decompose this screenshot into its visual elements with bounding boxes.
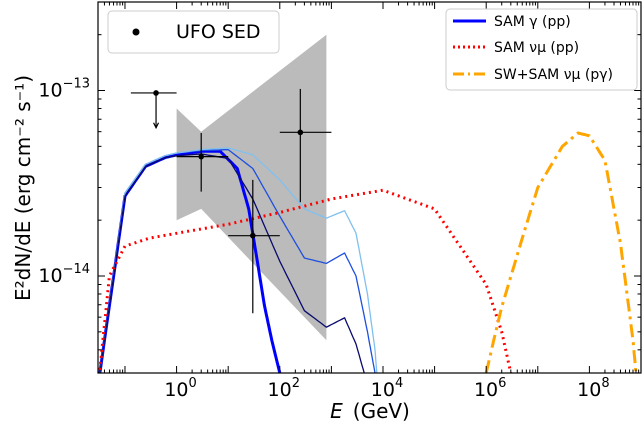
series-line-3 [99,153,365,373]
legend-label-sw-sam-nu-pg: SW+SAM νμ (pγ) [494,67,613,83]
y-tick-label-0: 10−14 [38,262,90,287]
sed-point-3 [279,88,332,203]
legend-sed-box [107,10,280,54]
series-layer [98,131,638,373]
uncertainty-band [176,34,327,341]
sed-marker-3 [297,129,304,136]
x-tick-label-0: 100 [164,376,196,401]
x-tick-label-2: 104 [371,376,403,401]
plot-frame [97,1,642,374]
legend-models-box [445,8,638,91]
y-tick-label-1: 10−13 [38,77,90,102]
sed-marker-1 [198,153,205,160]
sed-point-2 [228,179,280,314]
sed-marker-2 [250,232,256,239]
sed-marker-0 [153,90,159,96]
legend-label-sam-gamma: SAM γ (pp) [494,14,571,30]
legend-sed-marker [132,28,140,36]
x-tick-label-4: 108 [577,376,609,401]
series-line-2 [99,147,378,373]
x-tick-label-3: 106 [474,376,506,401]
x-axis-title: E (GeV) [330,399,410,423]
legend-models: SAM γ (pp) SAM νμ (pp) SW+SAM νμ (pγ) [445,8,638,91]
sed-ul-arrow-0 [153,122,160,130]
legend-sed: UFO SED [107,10,280,54]
series-line-5 [484,131,638,373]
band-layer [176,34,327,341]
y-axis-title: E²dN/dE (erg cm⁻² s⁻¹) [11,75,35,301]
sed-point-1 [176,133,229,192]
legend-sed-label: UFO SED [176,21,261,43]
ticks-layer: 100 102 104 106 108 10−14 10−13 [38,2,642,401]
sed-point-0 [130,90,177,130]
points-layer [130,88,332,314]
legend-label-sam-nu-pp: SAM νμ (pp) [494,40,579,56]
x-tick-label-1: 102 [268,376,300,401]
